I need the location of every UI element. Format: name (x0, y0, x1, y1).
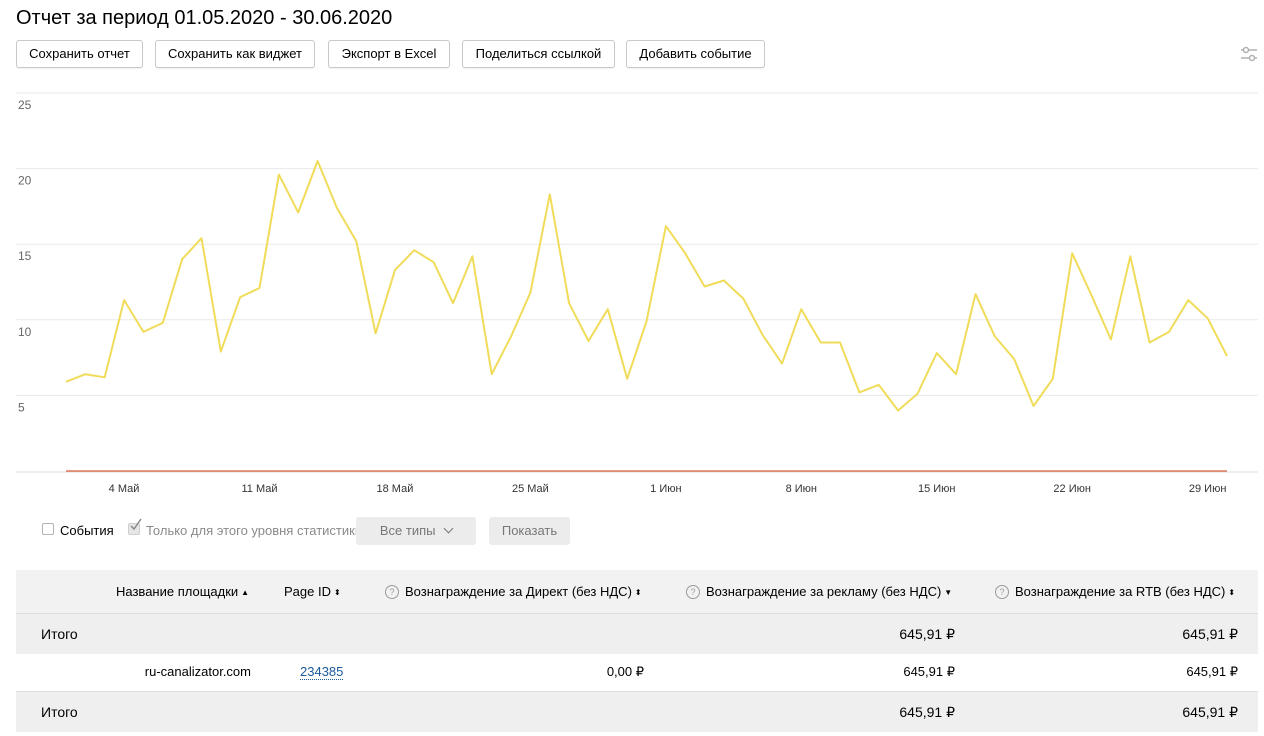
y-tick-label: 25 (18, 98, 32, 112)
page-id-value[interactable]: 234385 (300, 664, 344, 680)
total-rtb-reward: 645,91 ₽ (1182, 626, 1238, 642)
column-header-site-name[interactable]: Название площадки ▲ (116, 584, 249, 601)
total-ad-reward: 645,91 ₽ (899, 704, 955, 720)
series-line-revenue (65, 160, 1228, 412)
table-header: Название площадки ▲ Page ID ⬍ ? Вознагражде… (16, 570, 1258, 614)
help-icon[interactable]: ? (385, 585, 399, 599)
save-as-widget-button[interactable]: Сохранить как виджет (155, 40, 315, 68)
add-event-button[interactable]: Добавить событие (626, 40, 765, 68)
x-tick-label: 4 Май (109, 483, 140, 495)
sort-icon: ⬍ (634, 588, 642, 597)
events-label: События (60, 523, 114, 538)
column-header-ad-reward[interactable]: ? Вознаграждение за рекламу (без НДС) ▼ (686, 584, 952, 601)
x-tick-label: 8 Июн (786, 483, 817, 495)
only-level-label: Только для этого уровня статистики (146, 523, 363, 538)
save-report-button[interactable]: Сохранить отчет (16, 40, 143, 68)
column-header-rtb-reward[interactable]: ? Вознаграждение за RTB (без НДС) ⬍ (995, 584, 1235, 601)
y-tick-label: 10 (18, 325, 32, 339)
column-label: Вознаграждение за Директ (без НДС) (405, 584, 632, 599)
total-label: Итого (41, 626, 78, 642)
chevron-down-icon (443, 523, 454, 534)
ad-reward: 645,91 ₽ (903, 664, 955, 679)
chart-controls: События Только для этого уровня статисти… (40, 517, 640, 545)
y-tick-label: 5 (18, 400, 25, 414)
sort-icon: ⬍ (1228, 588, 1236, 597)
x-tick-label: 25 Май (512, 483, 549, 495)
export-excel-button[interactable]: Экспорт в Excel (328, 40, 450, 68)
sliders-icon[interactable] (1240, 45, 1258, 63)
y-tick-label: 20 (18, 174, 32, 188)
events-checkbox[interactable] (42, 523, 54, 535)
sort-desc-icon: ▼ (944, 588, 953, 597)
sort-icon: ⬍ (333, 588, 341, 597)
column-label: Название площадки (116, 584, 239, 599)
page-title: Отчет за период 01.05.2020 - 30.06.2020 (16, 7, 393, 29)
x-tick-label: 22 Июн (1053, 483, 1091, 495)
checkmark-icon (130, 518, 142, 531)
x-tick-label: 1 Июн (650, 483, 681, 495)
chart-canvas: 5 10 15 20 25 4 Май 11 Май 18 Май 25 Май 1 Июн 8 И… (16, 92, 1258, 495)
total-ad-reward: 645,91 ₽ (899, 626, 955, 642)
all-types-select[interactable]: Все типы (356, 517, 476, 545)
column-label: Вознаграждение за RTB (без НДС) (1015, 584, 1226, 599)
x-tick-label: 18 Май (377, 483, 414, 495)
table-row: ru-canalizator.com 234385 0,00 ₽ 645,91 … (16, 654, 1258, 690)
help-icon[interactable]: ? (686, 585, 700, 599)
share-link-button[interactable]: Поделиться ссылкой (462, 40, 615, 68)
rtb-reward: 645,91 ₽ (1186, 664, 1238, 679)
revenue-line-chart: 5 10 15 20 25 4 Май 11 Май 18 Май 25 Май 1 Июн 8 И… (0, 90, 1264, 500)
total-rtb-reward: 645,91 ₽ (1182, 704, 1238, 720)
sort-icon: ▲ (241, 588, 250, 597)
page-id-link[interactable]: 234385 (300, 664, 344, 680)
table-total-row-bottom: Итого 645,91 ₽ 645,91 ₽ (16, 691, 1258, 732)
table-total-row: Итого 645,91 ₽ 645,91 ₽ (16, 613, 1258, 655)
x-tick-label: 29 Июн (1189, 483, 1227, 495)
total-label: Итого (41, 704, 78, 720)
only-level-checkbox[interactable] (128, 518, 142, 535)
show-button[interactable]: Показать (489, 517, 570, 545)
x-tick-label: 11 Май (241, 483, 277, 495)
column-header-direct-reward[interactable]: ? Вознаграждение за Директ (без НДС) ⬍ (385, 584, 642, 601)
site-name: ru-canalizator.com (144, 664, 251, 679)
column-header-page-id[interactable]: Page ID ⬍ (284, 584, 341, 601)
column-label: Page ID (284, 584, 331, 599)
column-label: Вознаграждение за рекламу (без НДС) (706, 584, 942, 599)
x-tick-label: 15 Июн (918, 483, 956, 495)
all-types-label: Все типы (379, 523, 436, 538)
help-icon[interactable]: ? (995, 585, 1009, 599)
direct-reward: 0,00 ₽ (606, 664, 644, 679)
y-tick-label: 15 (18, 249, 32, 263)
